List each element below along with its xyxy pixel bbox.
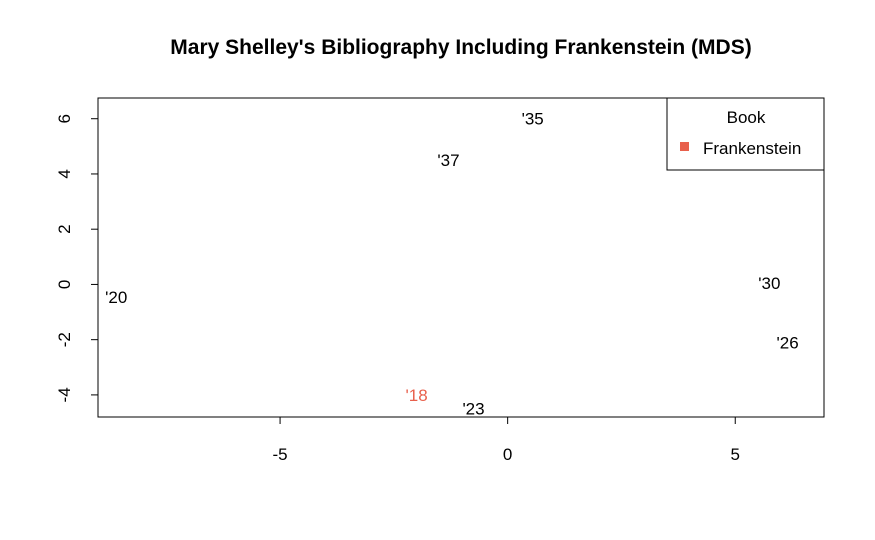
axis-ticks: -5 0 5 -4 -2 0 2 4 6	[55, 114, 740, 464]
point-label-18: '18	[406, 386, 428, 405]
point-label-23: '23	[462, 400, 484, 419]
y-tick-label: 4	[55, 169, 74, 178]
legend-box	[666, 97, 825, 171]
y-tick-label: 6	[55, 114, 74, 123]
legend-label-frankenstein: Frankenstein	[703, 139, 801, 158]
point-label-26: '26	[777, 333, 799, 352]
x-tick-label: -5	[273, 445, 288, 464]
chart-title: Mary Shelley's Bibliography Including Fr…	[170, 36, 752, 59]
y-tick-label: -2	[55, 332, 74, 347]
legend-title: Book	[727, 108, 766, 127]
point-label-30: '30	[758, 274, 780, 293]
data-points: '18 '20 '23 '26 '30 '35 '37	[105, 110, 799, 419]
x-tick-label: 0	[503, 445, 512, 464]
x-tick-label: 5	[731, 445, 740, 464]
y-tick-label: -4	[55, 387, 74, 402]
plot-frame	[97, 97, 825, 418]
legend-swatch-frankenstein	[680, 142, 689, 151]
point-label-37: '37	[437, 151, 459, 170]
legend: Book Frankenstein	[666, 97, 825, 171]
point-label-35: '35	[522, 110, 544, 129]
y-tick-label: 0	[55, 280, 74, 289]
y-tick-label: 2	[55, 224, 74, 233]
point-label-20: '20	[105, 288, 127, 307]
